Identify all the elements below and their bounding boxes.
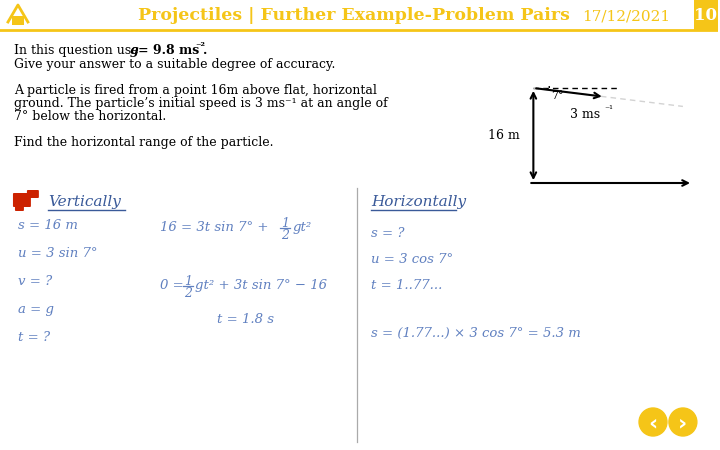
Text: 16 m: 16 m bbox=[487, 129, 519, 142]
Bar bbox=[12, 16, 24, 25]
Text: Horizontally: Horizontally bbox=[371, 195, 466, 209]
Text: g: g bbox=[130, 44, 138, 57]
Text: 1: 1 bbox=[184, 275, 192, 288]
Text: 3 ms: 3 ms bbox=[570, 108, 600, 121]
Text: u = 3 cos 7°: u = 3 cos 7° bbox=[371, 253, 453, 266]
Text: ⁻²: ⁻² bbox=[195, 42, 205, 51]
Text: 16 = 3t sin 7° +: 16 = 3t sin 7° + bbox=[160, 221, 268, 234]
Text: Vertically: Vertically bbox=[48, 195, 121, 209]
Text: s = 16 m: s = 16 m bbox=[18, 219, 78, 232]
Circle shape bbox=[669, 408, 697, 436]
Text: ground. The particle’s initial speed is 3 ms⁻¹ at an angle of: ground. The particle’s initial speed is … bbox=[14, 97, 387, 110]
Text: A particle is fired from a point 16m above flat, horizontal: A particle is fired from a point 16m abo… bbox=[14, 84, 377, 97]
Text: In this question use: In this question use bbox=[14, 44, 143, 57]
Bar bbox=[694, 0, 718, 30]
Text: t = ?: t = ? bbox=[18, 331, 50, 344]
Text: gt² + 3t sin 7° − 16: gt² + 3t sin 7° − 16 bbox=[195, 279, 328, 292]
Text: 10: 10 bbox=[694, 6, 717, 23]
Text: = 9.8 ms: = 9.8 ms bbox=[138, 44, 199, 57]
Text: Give your answer to a suitable degree of accuracy.: Give your answer to a suitable degree of… bbox=[14, 58, 336, 71]
FancyBboxPatch shape bbox=[13, 193, 31, 207]
Text: gt²: gt² bbox=[292, 221, 311, 234]
Text: Projectiles | Further Example-Problem Pairs: Projectiles | Further Example-Problem Pa… bbox=[138, 8, 570, 24]
Text: u = 3 sin 7°: u = 3 sin 7° bbox=[18, 247, 97, 260]
Text: ‹: ‹ bbox=[649, 413, 657, 433]
Text: v = ?: v = ? bbox=[18, 275, 52, 288]
FancyBboxPatch shape bbox=[27, 190, 39, 198]
Text: ›: › bbox=[678, 413, 688, 433]
Text: t = 1..77...: t = 1..77... bbox=[371, 279, 442, 292]
Text: 2: 2 bbox=[184, 287, 192, 300]
Text: ⁻¹: ⁻¹ bbox=[604, 105, 613, 114]
Text: a = g: a = g bbox=[18, 303, 54, 316]
Circle shape bbox=[639, 408, 667, 436]
Text: 17/12/2021: 17/12/2021 bbox=[582, 9, 670, 23]
Text: 1: 1 bbox=[281, 217, 289, 230]
Text: 0 =: 0 = bbox=[160, 279, 184, 292]
Text: t = 1.8 s: t = 1.8 s bbox=[217, 313, 274, 326]
Text: .: . bbox=[203, 44, 208, 57]
Text: 2: 2 bbox=[281, 229, 289, 242]
Text: s = (1.77...) × 3 cos 7° = 5.3 m: s = (1.77...) × 3 cos 7° = 5.3 m bbox=[371, 327, 581, 340]
Text: Find the horizontal range of the particle.: Find the horizontal range of the particl… bbox=[14, 136, 274, 149]
Bar bbox=[0, 0, 718, 30]
Text: s = ?: s = ? bbox=[371, 227, 405, 240]
Text: 7° below the horizontal.: 7° below the horizontal. bbox=[14, 110, 166, 123]
Text: 7°: 7° bbox=[552, 91, 564, 101]
FancyBboxPatch shape bbox=[15, 204, 24, 211]
